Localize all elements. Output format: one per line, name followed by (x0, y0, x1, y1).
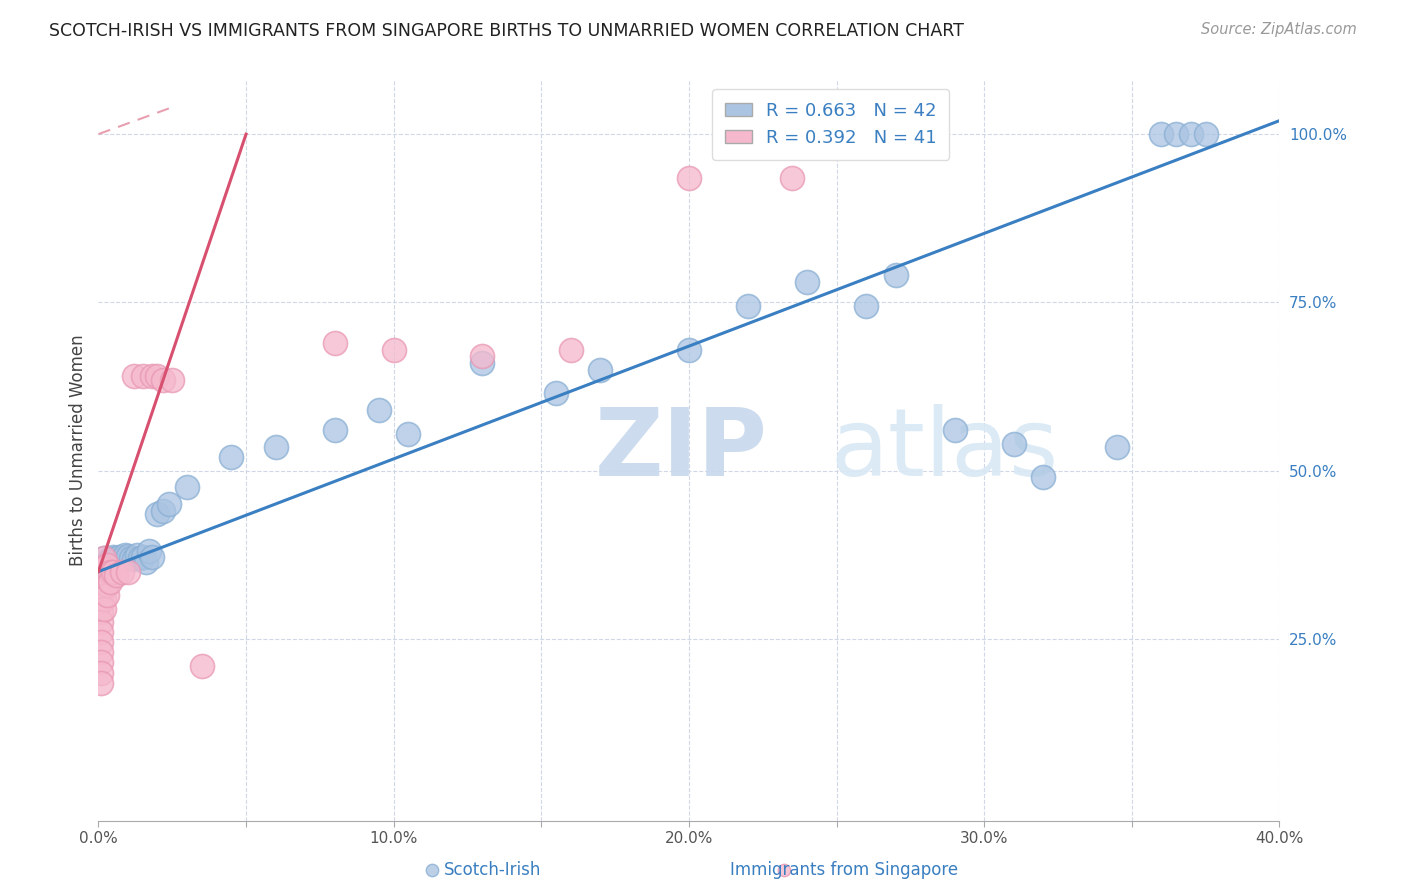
Point (382, 343, 405, 357)
Point (103, 565, 125, 579)
Point (93, 591, 115, 606)
Point (138, 544, 160, 558)
Point (678, 343, 700, 357)
Point (93, 601, 115, 615)
Point (128, 551, 150, 566)
Point (90, 635, 112, 649)
Point (122, 369, 145, 384)
Point (93, 551, 115, 566)
Point (90, 675, 112, 690)
Point (943, 423, 966, 437)
Point (114, 548, 136, 562)
Point (90, 645, 112, 659)
Point (1002, 436, 1025, 450)
Point (191, 658, 214, 673)
Point (103, 549, 125, 564)
Point (90, 665, 112, 680)
Point (90, 574, 112, 589)
Point (90, 615, 112, 629)
Point (471, 349, 494, 363)
Point (323, 423, 346, 437)
Point (90, 656, 112, 670)
Point (678, 170, 700, 185)
Point (90, 625, 112, 640)
Point (152, 504, 174, 518)
Point (773, 863, 796, 878)
Point (93, 582, 115, 596)
Point (98, 552, 121, 566)
Point (141, 369, 163, 384)
Point (96, 568, 118, 582)
Point (132, 369, 155, 384)
Point (323, 335, 346, 350)
Point (1150, 127, 1173, 141)
Point (1166, 127, 1188, 141)
Point (176, 481, 198, 495)
Point (796, 275, 818, 289)
Point (146, 369, 169, 384)
Y-axis label: Births to Unmarried Women: Births to Unmarried Women (69, 334, 87, 566)
Point (96, 588, 118, 602)
Point (117, 549, 139, 563)
Point (90, 584, 112, 599)
Text: SCOTCH-IRISH VS IMMIGRANTS FROM SINGAPORE BIRTHS TO UNMARRIED WOMEN CORRELATION : SCOTCH-IRISH VS IMMIGRANTS FROM SINGAPOR… (49, 22, 965, 40)
Point (135, 554, 157, 569)
Legend: R = 0.663   N = 42, R = 0.392   N = 41: R = 0.663 N = 42, R = 0.392 N = 41 (711, 89, 949, 160)
Point (111, 552, 134, 566)
Point (96, 554, 118, 569)
Point (105, 568, 128, 582)
Point (98, 574, 121, 589)
Point (93, 561, 115, 575)
Point (737, 299, 759, 313)
Text: ZIP: ZIP (595, 404, 768, 497)
Point (152, 373, 174, 387)
Point (90, 565, 112, 579)
Point (589, 362, 612, 376)
Point (782, 170, 804, 185)
Point (855, 299, 877, 313)
Point (264, 440, 287, 454)
Text: Source: ZipAtlas.com: Source: ZipAtlas.com (1201, 22, 1357, 37)
Point (125, 548, 148, 562)
Point (96, 578, 118, 592)
Point (471, 356, 494, 370)
Point (108, 549, 131, 564)
Point (221, 450, 243, 465)
Point (90, 595, 112, 609)
Point (141, 549, 163, 564)
Point (398, 426, 420, 441)
Point (546, 386, 568, 401)
Point (98, 565, 121, 579)
Point (1195, 127, 1218, 141)
Point (111, 565, 134, 579)
Point (1107, 440, 1129, 454)
Point (368, 403, 391, 417)
Text: Immigrants from Singapore: Immigrants from Singapore (730, 861, 957, 879)
Point (105, 551, 128, 566)
Point (560, 343, 582, 357)
Point (1032, 470, 1054, 484)
Point (122, 552, 145, 566)
Point (120, 551, 142, 566)
Point (93, 551, 115, 566)
Point (117, 565, 139, 579)
Point (422, 863, 444, 878)
Text: atlas: atlas (831, 404, 1059, 497)
Point (1180, 127, 1202, 141)
Point (90, 605, 112, 619)
Point (162, 373, 183, 387)
Point (93, 571, 115, 585)
Point (132, 549, 155, 564)
Point (146, 508, 169, 522)
Point (884, 268, 907, 283)
Text: Scotch-Irish: Scotch-Irish (443, 861, 541, 879)
Point (157, 497, 180, 511)
Point (96, 558, 118, 572)
